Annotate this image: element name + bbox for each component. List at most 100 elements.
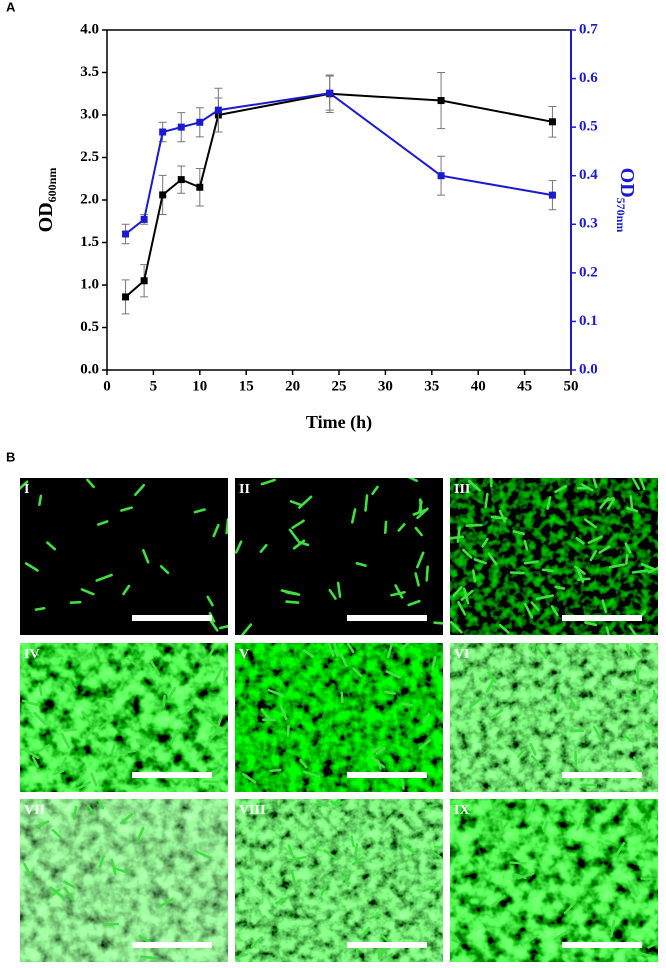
cell [517, 748, 525, 758]
cell [635, 665, 640, 684]
cell [158, 898, 174, 908]
x-tick-label: 15 [239, 378, 254, 394]
cell [288, 855, 307, 862]
cell [529, 742, 537, 756]
x-tick-label: 25 [332, 378, 347, 394]
y2-axis-label-main: OD [616, 168, 638, 198]
cell [433, 845, 443, 849]
cell [647, 566, 658, 574]
cell [429, 849, 442, 859]
cell [535, 594, 554, 601]
cell [212, 523, 220, 538]
cell [530, 601, 540, 612]
x-axis-label: Time (h) [306, 412, 372, 433]
y-tick-label: 3.0 [80, 106, 99, 122]
cell [394, 584, 404, 599]
scale-bar [562, 942, 642, 948]
cell [34, 606, 46, 611]
cell [369, 913, 382, 920]
cell [118, 749, 137, 755]
micrograph-content [20, 643, 228, 792]
cell [414, 572, 420, 587]
cell [103, 922, 120, 926]
cell [63, 880, 76, 889]
cell [327, 643, 335, 657]
cell [546, 496, 552, 510]
cell [260, 478, 276, 486]
micrograph-content [20, 478, 228, 635]
cell [450, 620, 463, 634]
cell [598, 545, 611, 554]
x-tick-label: 30 [378, 378, 393, 394]
cell [624, 553, 629, 566]
micrograph-content [20, 799, 228, 962]
cell [303, 770, 321, 778]
cell [645, 724, 658, 733]
cell [298, 540, 310, 547]
cell [259, 543, 268, 553]
cell [91, 643, 97, 653]
cell [397, 523, 406, 532]
cell [51, 828, 62, 839]
cell [580, 483, 594, 492]
cell [517, 872, 535, 880]
cell [608, 563, 626, 569]
cell [59, 756, 68, 771]
marker [122, 293, 130, 301]
panel-label: A [6, 0, 16, 14]
marker [196, 183, 204, 191]
cell [235, 953, 249, 960]
cell [360, 926, 371, 938]
cell [647, 941, 658, 949]
cell [452, 586, 463, 598]
cell [20, 653, 25, 666]
marker [140, 215, 148, 223]
cell [631, 569, 649, 574]
cell [81, 710, 93, 726]
micrograph: VIII [235, 799, 443, 962]
cell [556, 688, 560, 702]
cell [289, 500, 302, 507]
y-tick-label: 2.0 [80, 191, 99, 207]
cell [462, 587, 470, 605]
cell [592, 725, 604, 742]
micrograph: VI [450, 643, 658, 792]
cell [416, 507, 429, 520]
cell [287, 844, 294, 856]
cell [628, 625, 638, 635]
cell [530, 755, 544, 769]
cell [354, 843, 359, 857]
y2-tick-label: 0.5 [579, 119, 598, 135]
micrograph-bg [20, 478, 228, 635]
cell [351, 856, 364, 866]
cell [629, 888, 638, 898]
cell [512, 530, 525, 536]
y-axis-label-main: OD [35, 202, 57, 232]
micrograph-content [235, 643, 443, 792]
cell [384, 690, 397, 695]
cell [320, 881, 328, 896]
cell [497, 821, 509, 838]
cell [541, 568, 554, 573]
cell [23, 748, 40, 760]
cell [609, 919, 616, 938]
cell [624, 542, 632, 554]
cell [352, 667, 363, 678]
cell [34, 744, 51, 755]
y-tick-label: 4.0 [80, 21, 99, 37]
marker [437, 97, 445, 105]
micrograph-content [450, 643, 658, 792]
cell [563, 901, 577, 915]
cell [433, 621, 443, 625]
y-tick-label: 2.5 [80, 149, 99, 165]
cell [189, 683, 202, 689]
cell [135, 826, 145, 843]
cell [421, 803, 438, 811]
cell [523, 602, 534, 619]
cell [589, 549, 598, 562]
cell [159, 565, 170, 575]
cell [110, 742, 117, 754]
micrograph-label: VI [454, 647, 470, 662]
micrograph-content [235, 799, 443, 962]
cell [375, 746, 386, 755]
